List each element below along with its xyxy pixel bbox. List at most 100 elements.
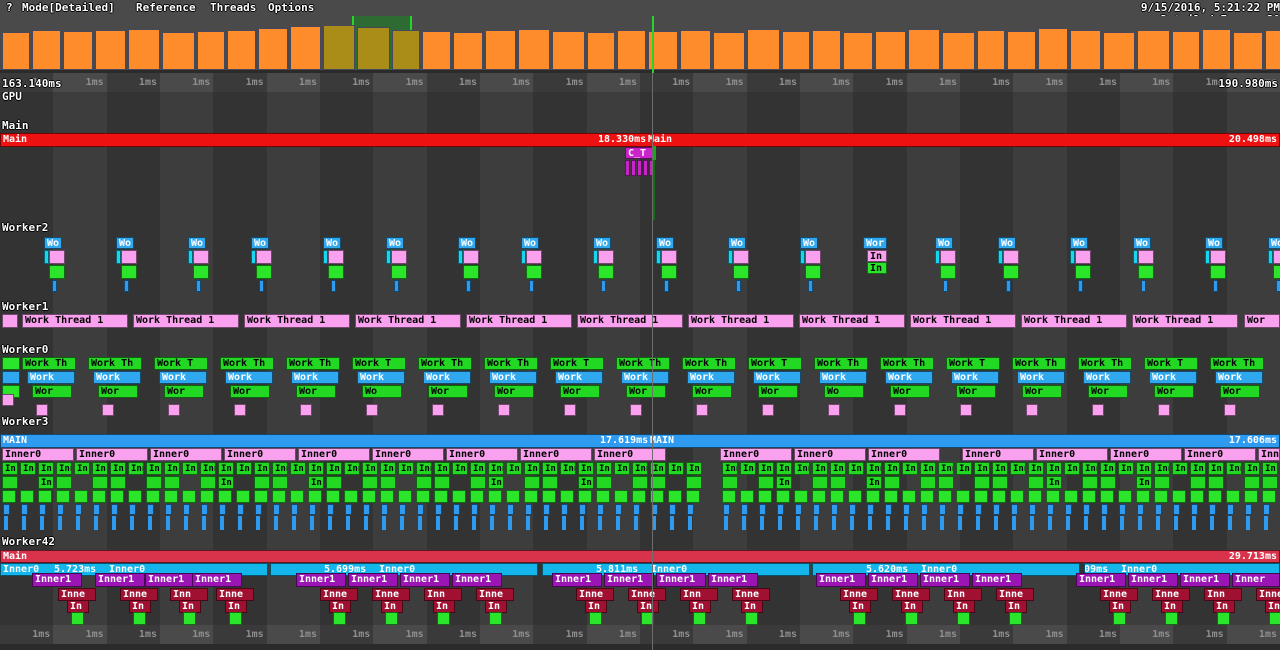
worker3-block-in[interactable]: In — [2, 462, 18, 475]
worker3-block-in[interactable]: In — [290, 462, 306, 475]
frame-bar[interactable] — [392, 30, 420, 70]
worker2-block-bluebit[interactable] — [1276, 280, 1280, 292]
frame-bar[interactable] — [162, 32, 195, 70]
worker3-block-bluebit[interactable] — [111, 504, 118, 515]
worker0-row1-bar[interactable]: Work T — [946, 357, 1000, 370]
worker3-block-bluebit[interactable] — [615, 504, 622, 515]
worker0-row4-block[interactable] — [36, 404, 48, 416]
worker3-block-green[interactable] — [884, 490, 898, 503]
worker2-block-pink[interactable] — [526, 250, 542, 264]
worker2-block-cyan[interactable] — [1268, 250, 1273, 264]
worker2-block-pink[interactable] — [328, 250, 344, 264]
frame-bar[interactable] — [1070, 30, 1101, 70]
frame-bar[interactable] — [875, 31, 906, 70]
worker3-block-green[interactable] — [668, 490, 682, 503]
worker3-block-bluetick[interactable] — [472, 516, 476, 530]
worker2-block-bluebit[interactable] — [466, 280, 471, 292]
worker3-block-bluebit[interactable] — [1227, 504, 1234, 515]
worker3-block-in[interactable]: Inn — [866, 462, 882, 475]
worker0-row4-block[interactable] — [564, 404, 576, 416]
worker3-block-bluetick[interactable] — [1174, 516, 1178, 530]
worker2-block-bluebit[interactable] — [259, 280, 264, 292]
worker3-inner0-bar[interactable]: Inner0 — [1184, 448, 1256, 461]
worker0-row1-bar[interactable]: Work Th — [220, 357, 274, 370]
worker2-block-cyan[interactable] — [656, 250, 661, 264]
worker3-block-bluetick[interactable] — [328, 516, 332, 530]
worker42-green-block[interactable] — [641, 612, 654, 625]
worker3-block-green[interactable] — [272, 490, 286, 503]
worker3-block-in2[interactable]: In — [218, 476, 234, 489]
worker3-inner0-bar[interactable]: Inner0 — [76, 448, 148, 461]
worker3-block-bluetick[interactable] — [382, 516, 386, 530]
worker2-block-green[interactable] — [1210, 265, 1226, 279]
worker2-block-top[interactable]: Wo — [521, 237, 539, 249]
worker3-block-in2[interactable] — [362, 476, 378, 489]
worker2-block-green[interactable] — [733, 265, 749, 279]
worker3-block-bluebit[interactable] — [93, 504, 100, 515]
worker3-block-green[interactable] — [956, 490, 970, 503]
worker3-block-green[interactable] — [992, 490, 1006, 503]
worker3-block-bluebit[interactable] — [579, 504, 586, 515]
worker3-block-bluebit[interactable] — [1011, 504, 1018, 515]
worker0-row3-bar[interactable]: Wor — [230, 385, 270, 398]
worker3-block-in2[interactable]: In — [1136, 476, 1152, 489]
worker3-block-green[interactable] — [740, 490, 754, 503]
worker42-inner1-bar[interactable]: Inner1 — [1180, 573, 1230, 587]
worker3-block-in[interactable]: Inn — [416, 462, 432, 475]
worker3-block-bluebit[interactable] — [1263, 504, 1270, 515]
worker0-row3-bar[interactable]: Wor — [758, 385, 798, 398]
worker3-block-in2[interactable]: In — [866, 476, 882, 489]
worker0-row1-partial[interactable] — [2, 357, 20, 370]
worker2-block-green[interactable] — [256, 265, 272, 279]
worker2-block-green[interactable] — [805, 265, 821, 279]
worker3-block-bluetick[interactable] — [22, 516, 26, 530]
worker3-block-green[interactable] — [398, 490, 412, 503]
worker2-block-pink[interactable] — [193, 250, 209, 264]
worker3-block-bluetick[interactable] — [976, 516, 980, 530]
worker2-block-cyan[interactable] — [998, 250, 1003, 264]
worker3-block-green[interactable] — [1172, 490, 1186, 503]
worker0-row2-bar[interactable]: Work — [753, 371, 801, 384]
worker3-block-in[interactable]: In — [20, 462, 36, 475]
worker3-block-bluetick[interactable] — [598, 516, 602, 530]
worker3-block-in2[interactable]: In — [488, 476, 504, 489]
worker2-block-pink[interactable] — [391, 250, 407, 264]
worker3-block-bluetick[interactable] — [670, 516, 674, 530]
worker3-block-in[interactable]: In — [38, 462, 54, 475]
worker0-row4-block[interactable] — [828, 404, 840, 416]
worker3-block-bluetick[interactable] — [544, 516, 548, 530]
worker2-block-top[interactable]: Wo — [458, 237, 476, 249]
worker3-block-bluetick[interactable] — [256, 516, 260, 530]
worker3-block-in2[interactable] — [830, 476, 846, 489]
worker3-block-bluetick[interactable] — [526, 516, 530, 530]
worker42-green-block[interactable] — [333, 612, 346, 625]
frame-bar[interactable] — [1202, 29, 1231, 70]
worker0-row2-bar[interactable]: Work — [159, 371, 207, 384]
worker3-block-in[interactable]: In — [1046, 462, 1062, 475]
worker2-block-pink[interactable] — [733, 250, 749, 264]
worker3-block-bluetick[interactable] — [868, 516, 872, 530]
worker3-block-bluebit[interactable] — [183, 504, 190, 515]
worker0-row4-block[interactable] — [498, 404, 510, 416]
worker3-block-bluetick[interactable] — [1192, 516, 1196, 530]
worker42-green-block[interactable] — [1165, 612, 1178, 625]
worker0-row4-block[interactable] — [234, 404, 246, 416]
worker0-row3-bar[interactable]: Wor — [890, 385, 930, 398]
worker0-row3-bar[interactable]: Wor — [956, 385, 996, 398]
worker3-inner0-bar[interactable]: Inner0 — [1110, 448, 1182, 461]
worker3-block-bluetick[interactable] — [1084, 516, 1088, 530]
worker2-block-green[interactable] — [121, 265, 137, 279]
worker3-block-green[interactable] — [650, 490, 664, 503]
worker0-row1-bar[interactable]: Work T — [154, 357, 208, 370]
worker3-block-green[interactable] — [344, 490, 358, 503]
worker3-block-green[interactable] — [758, 490, 772, 503]
worker2-block-top[interactable]: Wo — [188, 237, 206, 249]
menu-item-options[interactable]: Options — [268, 1, 315, 14]
worker3-block-bluebit[interactable] — [1191, 504, 1198, 515]
worker3-block-bluebit[interactable] — [507, 504, 514, 515]
worker3-block-bluebit[interactable] — [417, 504, 424, 515]
worker0-row3-bar[interactable]: Wor — [164, 385, 204, 398]
worker3-block-bluebit[interactable] — [759, 504, 766, 515]
worker3-block-bluebit[interactable] — [921, 504, 928, 515]
worker1-bar[interactable]: Work Thread 1 — [910, 314, 1016, 328]
